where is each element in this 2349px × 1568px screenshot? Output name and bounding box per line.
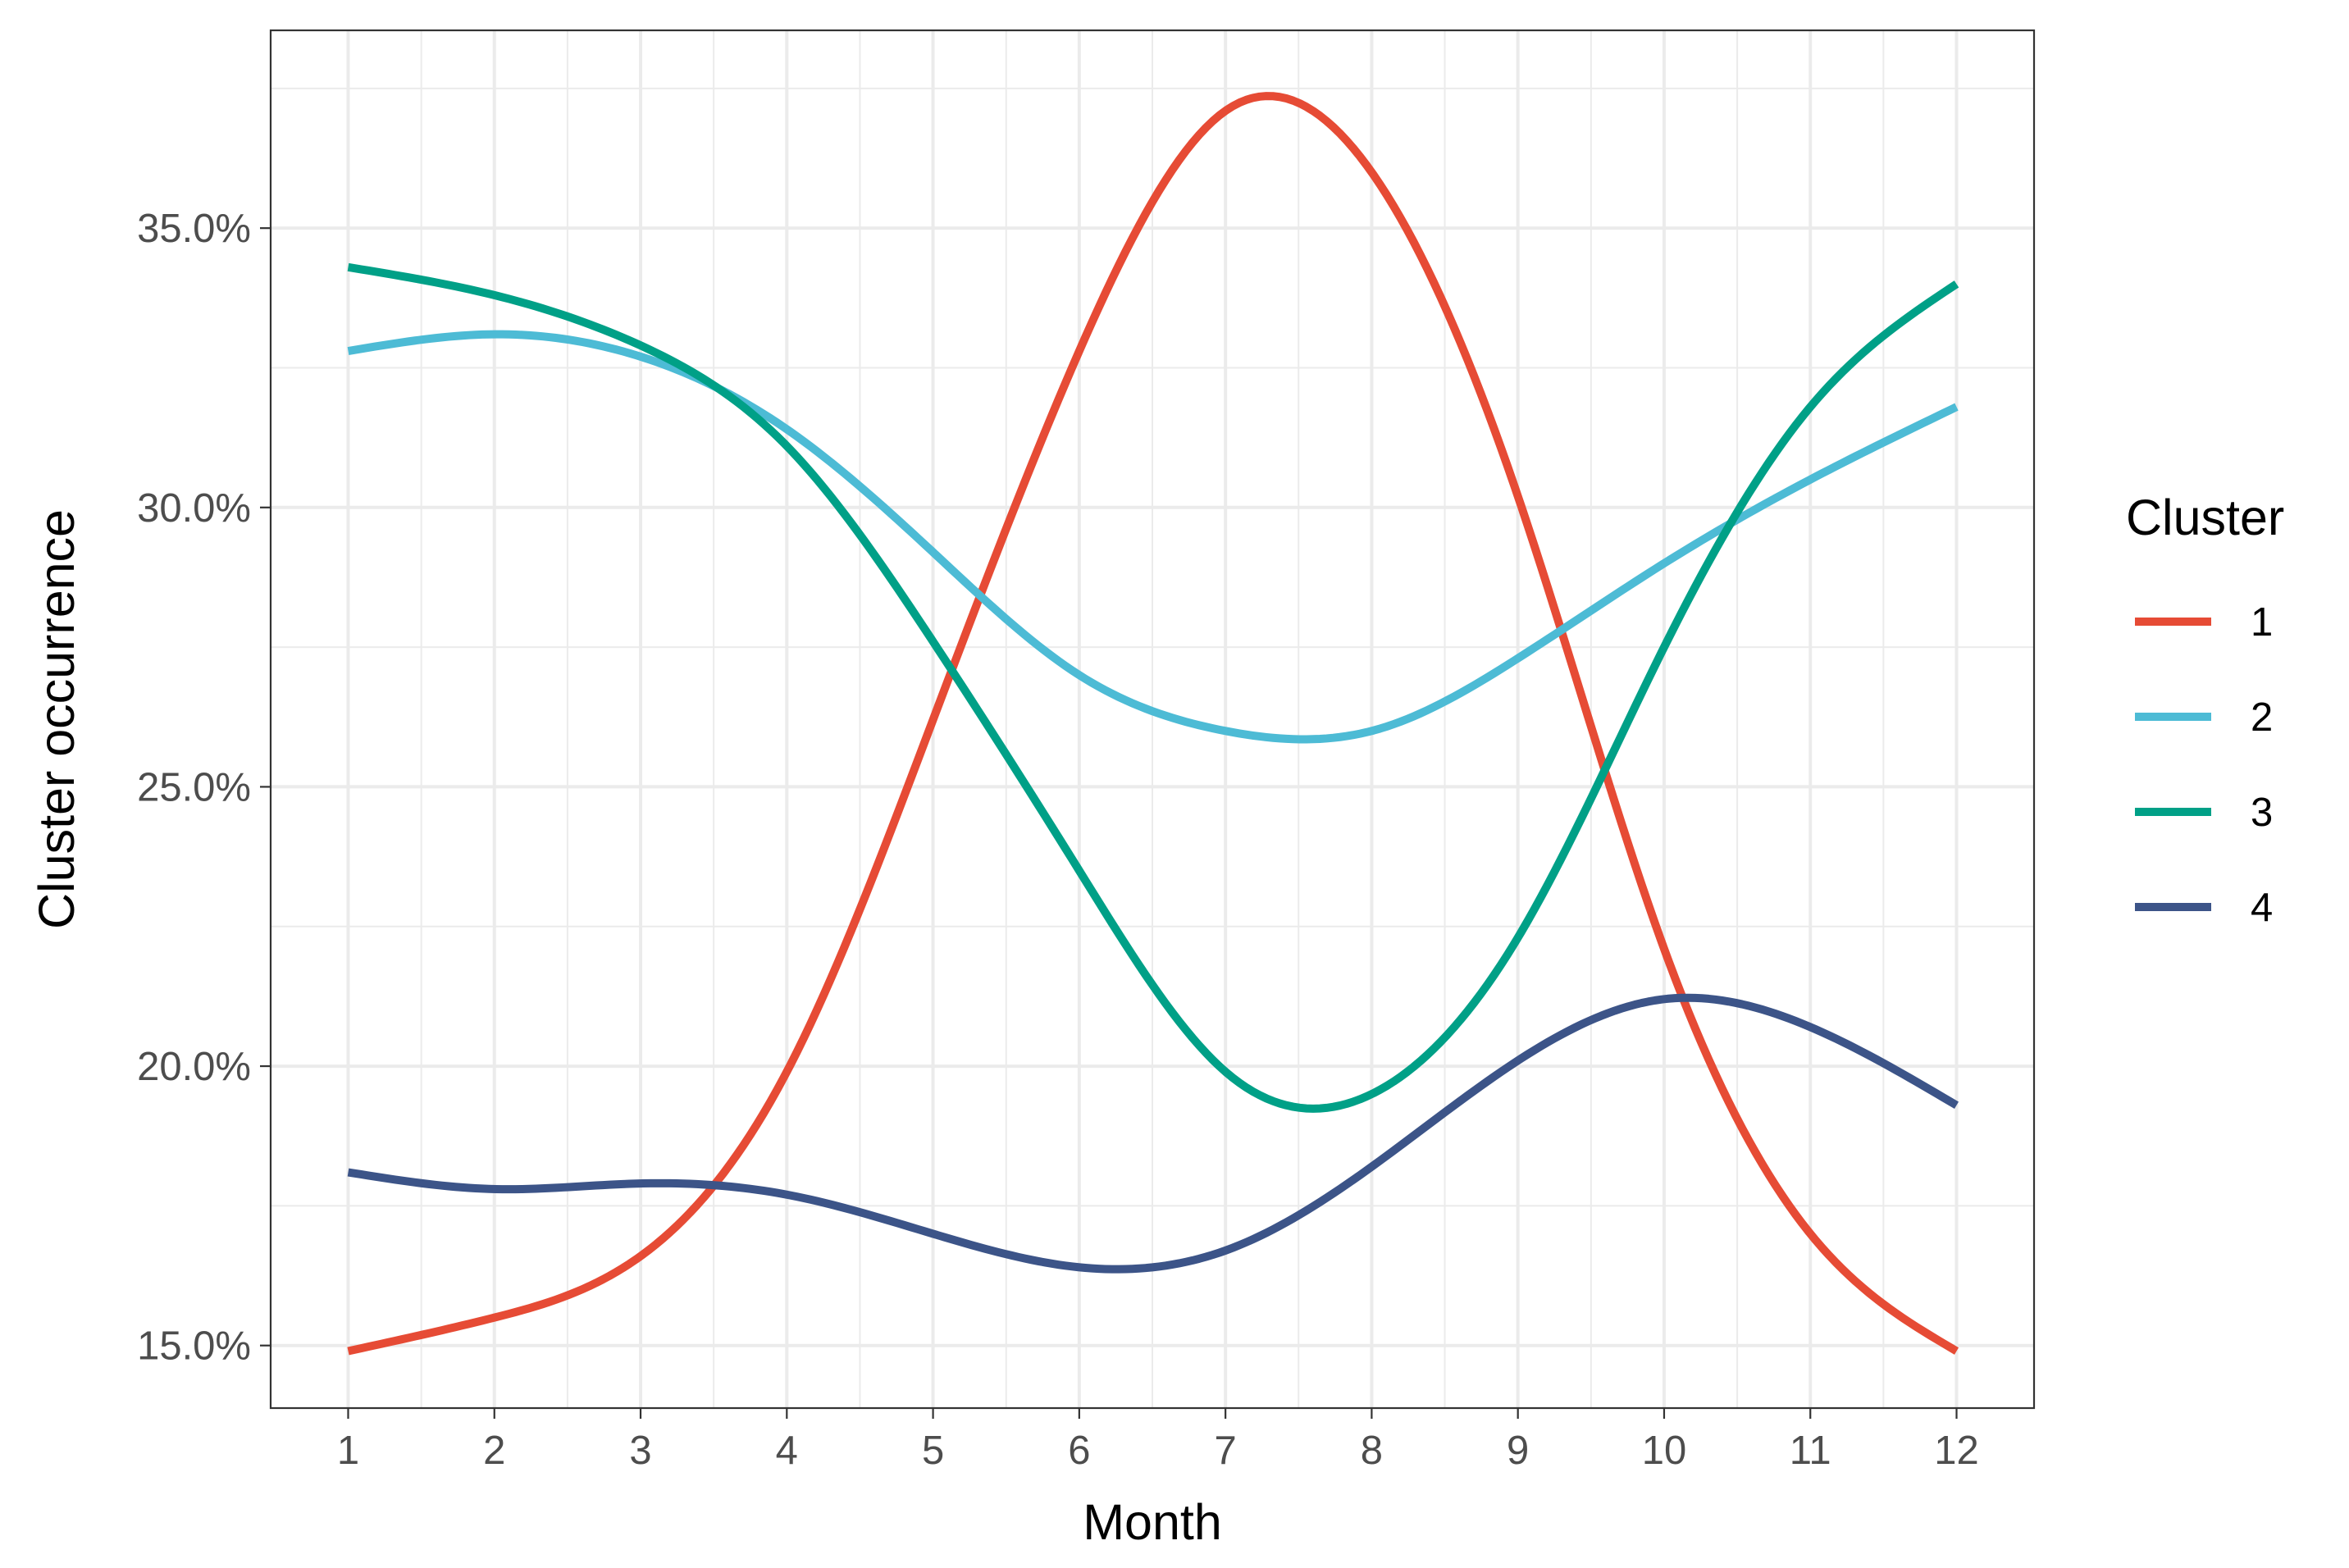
legend-label-cluster-3: 3 <box>2251 791 2273 835</box>
y-tick-label: 35.0% <box>137 207 251 251</box>
series-line-cluster-4 <box>347 993 1959 1274</box>
x-tick-label: 5 <box>922 1429 944 1473</box>
x-axis: 1 2 3 4 5 6 7 8 9 10 11 12 <box>337 1408 1979 1473</box>
y-tick-label: 15.0% <box>137 1324 251 1369</box>
plot-panel-border <box>269 29 2036 1410</box>
x-tick-label: 8 <box>1361 1429 1383 1473</box>
legend-label-cluster-2: 2 <box>2251 695 2273 740</box>
x-tick-label: 9 <box>1507 1429 1529 1473</box>
x-tick-label: 1 <box>337 1429 359 1473</box>
x-tick-label: 10 <box>1642 1429 1687 1473</box>
y-tick-label: 20.0% <box>137 1045 251 1089</box>
minor-gridlines <box>271 30 2034 1408</box>
x-tick-label: 7 <box>1215 1429 1237 1473</box>
x-tick-label: 6 <box>1068 1429 1090 1473</box>
y-tick-label: 30.0% <box>137 486 251 531</box>
legend-label-cluster-1: 1 <box>2251 600 2273 645</box>
y-tick-label: 25.0% <box>137 765 251 809</box>
series-line-cluster-1 <box>347 92 1959 1356</box>
x-tick-label: 12 <box>1934 1429 1979 1473</box>
x-tick-label: 11 <box>1790 1429 1831 1473</box>
x-tick-label: 2 <box>483 1429 505 1473</box>
series-line-cluster-2 <box>347 330 1959 744</box>
legend: Cluster 1 2 3 4 <box>2126 490 2284 930</box>
x-tick-label: 4 <box>776 1429 798 1473</box>
legend-title: Cluster <box>2126 490 2284 545</box>
legend-label-cluster-4: 4 <box>2251 886 2273 930</box>
y-axis-title: Cluster occurrence <box>29 509 84 929</box>
x-axis-title: Month <box>1083 1494 1222 1550</box>
series-lines <box>347 92 1959 1356</box>
y-axis: 15.0% 20.0% 25.0% 30.0% 35.0% <box>137 207 271 1369</box>
x-tick-label: 3 <box>629 1429 651 1473</box>
series-line-cluster-3 <box>347 262 1959 1113</box>
